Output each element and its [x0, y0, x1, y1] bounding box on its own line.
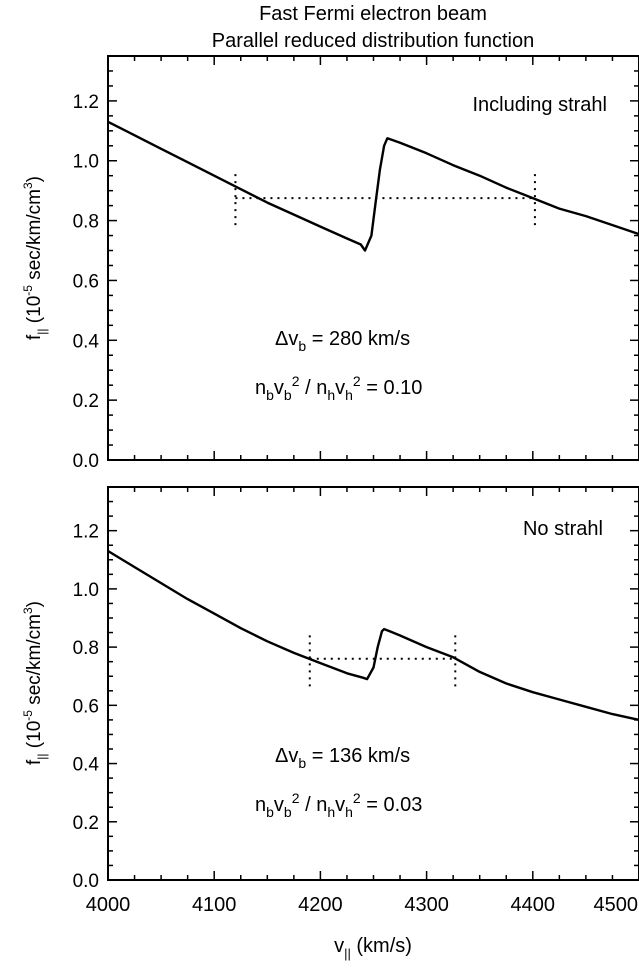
bottom-ytick-label: 1.0 — [73, 580, 99, 601]
xtick-label: 4300 — [404, 894, 449, 916]
top-y-axis-label: f|| (10-5 sec/km/cm3) — [21, 176, 49, 340]
xtick-label: 4200 — [298, 894, 343, 916]
plateau-layer — [235, 171, 534, 686]
bottom-panel-frame — [108, 487, 639, 880]
bottom-ytick-label: 0.6 — [73, 696, 99, 717]
top-ytick-label: 0.2 — [73, 391, 99, 412]
top-ytick-label: 0.8 — [73, 212, 99, 233]
top-annotation: Including strahl — [472, 94, 607, 116]
bottom-dv-label: Δvb = 136 km/s — [275, 745, 410, 771]
chart-title-line2: Parallel reduced distribution function — [212, 30, 534, 52]
xtick-label: 4500 — [594, 894, 639, 916]
bottom-y-axis-label: f|| (10-5 sec/km/cm3) — [21, 601, 49, 765]
xtick-label: 4000 — [86, 894, 131, 916]
top-ytick-label: 1.2 — [73, 92, 99, 113]
bottom-annotation: No strahl — [523, 518, 603, 540]
bottom-ytick-label: 0.8 — [73, 638, 99, 659]
bottom-ytick-label: 0.0 — [73, 871, 99, 892]
top-dv-label: Δvb = 280 km/s — [275, 328, 410, 354]
top-ytick-label: 0.6 — [73, 271, 99, 292]
top-panel-frame — [108, 56, 639, 460]
x-axis-label: v|| (km/s) — [334, 935, 412, 961]
xtick-label: 4400 — [511, 894, 556, 916]
top-ytick-label: 0.4 — [73, 331, 100, 352]
bottom-distribution-line — [108, 551, 639, 720]
xtick-label: 4100 — [192, 894, 237, 916]
top-ratio-label: nbvb2 / nhvh2 = 0.10 — [255, 373, 422, 403]
top-ytick-label: 1.0 — [73, 152, 99, 173]
chart-title-line1: Fast Fermi electron beam — [259, 3, 487, 25]
series-layer — [108, 122, 639, 720]
bottom-ytick-label: 0.2 — [73, 813, 99, 834]
bottom-ratio-label: nbvb2 / nhvh2 = 0.03 — [255, 790, 422, 820]
bottom-ytick-label: 1.2 — [73, 522, 99, 543]
bottom-ytick-label: 0.4 — [73, 755, 100, 776]
top-distribution-line — [108, 122, 639, 251]
top-ytick-label: 0.0 — [73, 451, 99, 472]
